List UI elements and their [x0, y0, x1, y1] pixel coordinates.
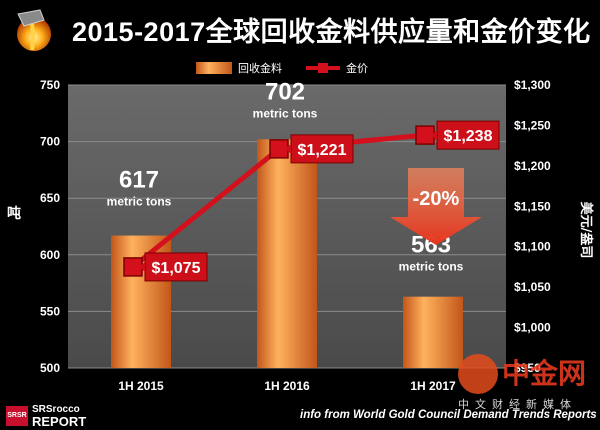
gold-price-value-label: $1,075	[152, 260, 201, 277]
brand-subname: REPORT	[32, 414, 87, 429]
bar-unit-label: metric tons	[107, 195, 172, 209]
y-right-tick-label: $1,300	[514, 78, 551, 92]
decline-percent-label: -20%	[413, 188, 460, 210]
legend-bar-swatch	[196, 62, 232, 74]
brand-name: SRSrocco	[32, 404, 80, 415]
y-right-tick-label: $1,050	[514, 280, 551, 294]
y-left-tick-label: 600	[40, 248, 60, 262]
bar-value-label: 702	[265, 78, 305, 105]
legend-line-label: 金价	[346, 61, 368, 75]
x-tick-label: 1H 2016	[264, 379, 310, 393]
gold-price-callout-pointer	[431, 130, 437, 141]
gold-pour-icon	[17, 9, 51, 51]
y-right-tick-label: $1,150	[514, 199, 551, 213]
y-right-tick-label: $1,100	[514, 240, 551, 254]
y-right-tick-label: $1,000	[514, 321, 551, 335]
bar-unit-label: metric tons	[399, 260, 464, 274]
gold-price-callout-pointer	[285, 143, 291, 154]
title-bar: 2015-2017全球回收金料供应量和金价变化	[0, 0, 600, 56]
y-left-tick-label: 500	[40, 361, 60, 375]
gold-price-callout-pointer	[139, 261, 145, 272]
y-left-tick-label: 750	[40, 78, 60, 92]
y-right-tick-label: $1,200	[514, 159, 551, 173]
legend-line-marker	[318, 63, 328, 73]
decline-arrow	[390, 168, 482, 245]
y-right-axis-label: 美元/盎司	[578, 202, 594, 259]
gold-price-callout	[144, 252, 208, 282]
watermark-sub: 中文财经新媒体	[458, 399, 577, 411]
brand-logo: SRSR SRSrocco REPORT	[6, 404, 156, 429]
source-note: info from World Gold Council Demand Tren…	[300, 409, 597, 421]
y-left-axis-label: 吨	[7, 205, 21, 222]
brand-badge: SRSR	[6, 406, 28, 426]
y-right-tick-label: $1,250	[514, 118, 551, 132]
y-right-tick-label: $950	[514, 361, 541, 375]
y-left-tick-label: 700	[40, 135, 60, 149]
gold-price-value-label: $1,221	[298, 142, 347, 159]
bar-unit-label: metric tons	[253, 106, 318, 120]
legend-bar-label: 回收金料	[238, 61, 282, 75]
bar-recycled-gold	[257, 139, 317, 368]
y-left-tick-label: 650	[40, 191, 60, 205]
x-tick-label: 1H 2017	[410, 379, 456, 393]
bar-value-label: 617	[119, 167, 159, 194]
gold-price-callout	[436, 120, 500, 150]
chart-title: 2015-2017全球回收金料供应量和金价变化	[72, 17, 591, 47]
bar-recycled-gold	[403, 296, 463, 368]
x-tick-label: 1H 2015	[118, 379, 164, 393]
cngold-watermark: 中金网 中文财经新媒体	[458, 352, 598, 412]
y-left-tick-label: 550	[40, 304, 60, 318]
watermark-name: 中金网	[502, 358, 587, 389]
cngold-logo-icon	[458, 354, 498, 394]
gold-price-value-label: $1,238	[444, 128, 493, 145]
